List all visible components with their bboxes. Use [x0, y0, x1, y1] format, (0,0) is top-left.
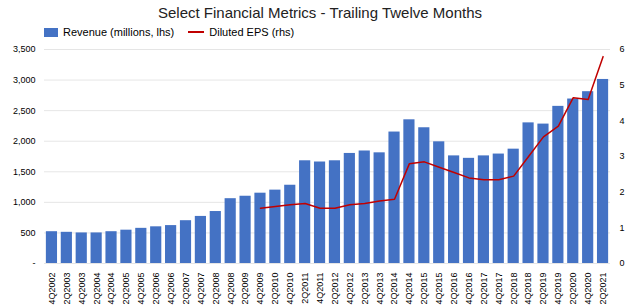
svg-text:4Q2018: 4Q2018	[523, 273, 533, 305]
svg-text:2Q2020: 2Q2020	[568, 273, 578, 305]
html-text:Diluted EPS (rhs): Diluted EPS (rhs)	[209, 26, 295, 38]
svg-text:4Q2016: 4Q2016	[464, 273, 474, 305]
svg-text:2Q2019: 2Q2019	[538, 273, 548, 305]
svg-text:2Q2007: 2Q2007	[181, 273, 191, 305]
svg-text:2Q2008: 2Q2008	[211, 273, 221, 305]
svg-text:2Q2014: 2Q2014	[389, 273, 399, 305]
svg-text:4Q2015: 4Q2015	[434, 273, 444, 305]
svg-text:4Q2005: 4Q2005	[136, 273, 146, 305]
svg-text:2Q2013: 2Q2013	[360, 273, 370, 305]
html-text:Select Financial Metrics - Tra: Select Financial Metrics - Trailing Twel…	[158, 4, 482, 21]
svg-text:2,500: 2,500	[13, 106, 36, 116]
svg-text:2,000: 2,000	[13, 136, 36, 146]
svg-text:2Q2005: 2Q2005	[121, 273, 131, 305]
svg-text:2Q2004: 2Q2004	[92, 273, 102, 305]
svg-text:4Q2013: 4Q2013	[375, 273, 385, 305]
svg-text:2Q2012: 2Q2012	[330, 273, 340, 305]
svg-text:6: 6	[620, 44, 625, 54]
svg-text:4Q2009: 4Q2009	[255, 273, 265, 305]
svg-text:2Q2011: 2Q2011	[300, 273, 310, 304]
svg-text:4Q2002: 4Q2002	[47, 273, 57, 305]
svg-text:3,000: 3,000	[13, 75, 36, 85]
svg-text:0: 0	[620, 258, 625, 268]
svg-text:4Q2014: 4Q2014	[404, 273, 414, 305]
svg-text:4Q2004: 4Q2004	[106, 273, 116, 305]
svg-text:4Q2020: 4Q2020	[583, 273, 593, 305]
svg-text:4Q2006: 4Q2006	[166, 273, 176, 305]
svg-text:2Q2003: 2Q2003	[62, 273, 72, 305]
svg-text:1: 1	[620, 223, 625, 233]
svg-text:4: 4	[620, 116, 625, 126]
svg-text:4Q2017: 4Q2017	[494, 273, 504, 305]
svg-text:3: 3	[620, 151, 625, 161]
svg-text:2Q2016: 2Q2016	[449, 273, 459, 305]
svg-text:-: -	[33, 258, 36, 268]
svg-text:2Q2018: 2Q2018	[509, 273, 519, 305]
svg-text:2Q2021: 2Q2021	[598, 273, 608, 305]
svg-text:5: 5	[620, 80, 625, 90]
svg-text:2Q2006: 2Q2006	[151, 273, 161, 305]
svg-text:4Q2008: 4Q2008	[226, 273, 236, 305]
svg-text:1,500: 1,500	[13, 167, 36, 177]
svg-text:2Q2017: 2Q2017	[479, 273, 489, 305]
svg-text:1,000: 1,000	[13, 197, 36, 207]
svg-text:4Q2011: 4Q2011	[315, 273, 325, 304]
svg-text:4Q2012: 4Q2012	[345, 273, 355, 305]
svg-text:2Q2009: 2Q2009	[240, 273, 250, 305]
svg-text:4Q2007: 4Q2007	[196, 273, 206, 305]
svg-text:4Q2003: 4Q2003	[77, 273, 87, 305]
svg-text:2Q2015: 2Q2015	[419, 273, 429, 305]
svg-text:2Q2010: 2Q2010	[270, 273, 280, 305]
svg-text:3,500: 3,500	[13, 44, 36, 54]
svg-text:2: 2	[620, 187, 625, 197]
svg-text:4Q2010: 4Q2010	[285, 273, 295, 305]
svg-text:500: 500	[20, 228, 35, 238]
svg-text:4Q2019: 4Q2019	[553, 273, 563, 305]
html-text:Revenue (millions, lhs): Revenue (millions, lhs)	[63, 26, 175, 38]
